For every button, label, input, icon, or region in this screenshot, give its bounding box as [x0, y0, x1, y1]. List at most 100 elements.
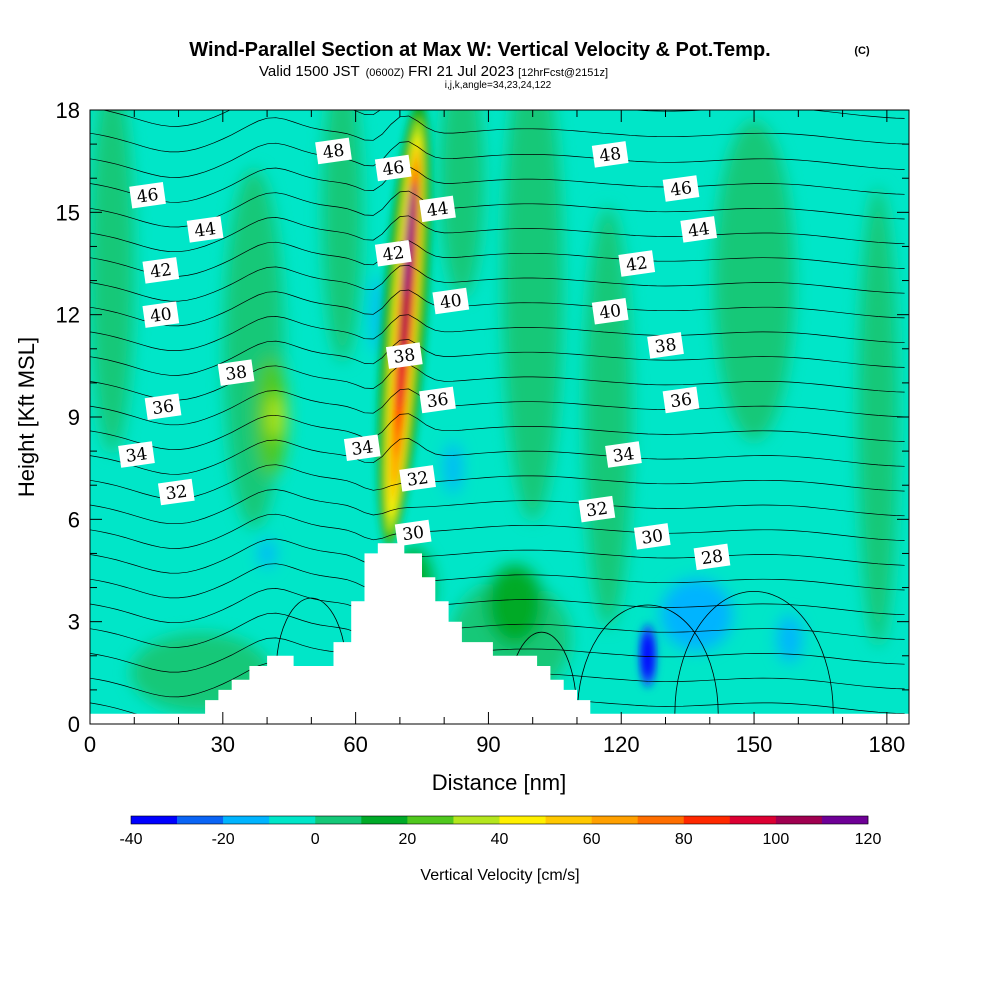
theta-contour-line: [90, 240, 905, 277]
theta-label-text: 32: [585, 499, 609, 522]
theta-label-text: 40: [439, 291, 463, 314]
theta-label-box: [647, 332, 684, 359]
theta-label: 30: [394, 519, 432, 547]
theta-contour-line: [90, 314, 905, 351]
weak-updraft-region: [439, 110, 484, 299]
theta-label-text: 32: [164, 482, 188, 505]
theta-label: 46: [662, 175, 700, 202]
colorbar-tick-label: 0: [311, 831, 320, 848]
chart-subtitle: Valid 1500 JST (0600Z) FRI 21 Jul 2023 [12h…: [259, 63, 608, 80]
theta-label: 32: [578, 495, 616, 523]
theta-contour-line: [90, 513, 905, 549]
theta-label-box: [142, 257, 180, 284]
vertical-velocity-field: [90, 110, 899, 713]
theta-label-text: 40: [598, 301, 622, 324]
theta-label-text: 30: [640, 526, 664, 549]
theta-label: 38: [217, 359, 255, 386]
colorbar-swatch: [729, 816, 777, 824]
theta-label-text: 36: [669, 390, 693, 413]
theta-label: 44: [419, 195, 456, 223]
colorbar-tick-label: 20: [398, 831, 416, 848]
theta-label: 32: [157, 478, 195, 506]
theta-label-box: [662, 386, 700, 414]
colorbar-swatch: [177, 816, 224, 824]
theta-label-text: 36: [426, 390, 450, 413]
theta-label: 34: [343, 434, 381, 461]
x-tick-label: 0: [84, 732, 96, 757]
valid-utc-label: (0600Z): [366, 67, 405, 79]
theta-label: 34: [605, 441, 642, 468]
theta-label: 40: [591, 297, 629, 325]
theta-contour-line: [90, 588, 905, 624]
theta-contour-line: [90, 166, 905, 203]
theta-label-box: [374, 154, 412, 182]
theta-contour-line: [90, 141, 905, 178]
theta-label-text: 42: [625, 253, 649, 276]
theta-label-box: [399, 465, 436, 492]
weak-updraft-region: [502, 110, 563, 521]
theta-label: 42: [374, 240, 412, 267]
theta-label-text: 40: [149, 304, 173, 327]
copyright-mark: (C): [854, 45, 870, 57]
colorbar-swatch: [407, 816, 454, 824]
theta-label: 38: [385, 342, 423, 369]
chart-title: Wind-Parallel Section at Max W: Vertical…: [189, 39, 770, 61]
theta-label-box: [605, 441, 642, 468]
theta-label-box: [432, 287, 470, 315]
theta-label-text: 46: [669, 178, 693, 201]
downdraft-region: [777, 614, 802, 663]
theta-label-box: [618, 250, 656, 277]
theta-label-text: 44: [193, 219, 217, 242]
theta-contour-line: [90, 438, 905, 475]
theta-label-box: [217, 359, 255, 386]
updraft-region: [267, 395, 284, 439]
theta-label: 48: [591, 141, 629, 168]
x-axis: 0 30 60 90 120 150 180: [84, 110, 905, 757]
colorbar-tick-label: 80: [675, 831, 693, 848]
theta-contour-line: [90, 190, 905, 228]
theta-label-text: 30: [401, 523, 425, 546]
theta-label: 46: [374, 154, 412, 182]
theta-contour-line: [90, 0, 905, 16]
theta-label: 28: [693, 543, 731, 571]
y-tick-label: 9: [68, 405, 80, 430]
colorbar-tick-label: 40: [491, 831, 509, 848]
colorbar-swatch: [499, 816, 546, 824]
theta-label-box: [385, 342, 423, 369]
colorbar-swatch: [361, 816, 408, 824]
downdraft-region: [259, 539, 276, 568]
colorbar-swatch: [545, 816, 592, 824]
colorbar-tick-label: 100: [763, 831, 790, 848]
downdraft-core: [676, 594, 717, 635]
theta-label: 44: [186, 216, 224, 243]
theta-label: 36: [419, 386, 456, 414]
weak-updraft-region: [714, 120, 795, 441]
theta-label: 42: [618, 250, 656, 277]
velocity-blobs: [90, 110, 899, 713]
x-tick-label: 90: [476, 732, 500, 757]
theta-contour-line: [90, 289, 905, 327]
colorbar-swatch: [683, 816, 731, 824]
updraft-core-band: [403, 185, 414, 298]
theta-label: 48: [315, 137, 352, 165]
x-tick-label: 30: [211, 732, 235, 757]
theta-label-box: [578, 495, 616, 523]
theta-label-text: 34: [350, 437, 374, 460]
theta-label-box: [591, 141, 629, 168]
theta-label-text: 42: [381, 243, 405, 266]
y-tick-label: 18: [56, 98, 80, 123]
theta-label-text: 38: [654, 335, 678, 358]
theta-label-box: [374, 240, 412, 267]
theta-label-text: 28: [700, 546, 724, 569]
theta-label-text: 36: [151, 396, 175, 419]
theta-label-box: [315, 137, 352, 165]
updraft-region: [486, 564, 543, 645]
theta-contour-line: [90, 215, 905, 253]
x-tick-label: 60: [343, 732, 367, 757]
updraft-core: [377, 110, 432, 547]
theta-contour-line: [90, 115, 905, 153]
theta-label: 36: [662, 386, 700, 414]
theta-contour-line: [90, 464, 905, 500]
theta-label: 44: [680, 216, 718, 243]
